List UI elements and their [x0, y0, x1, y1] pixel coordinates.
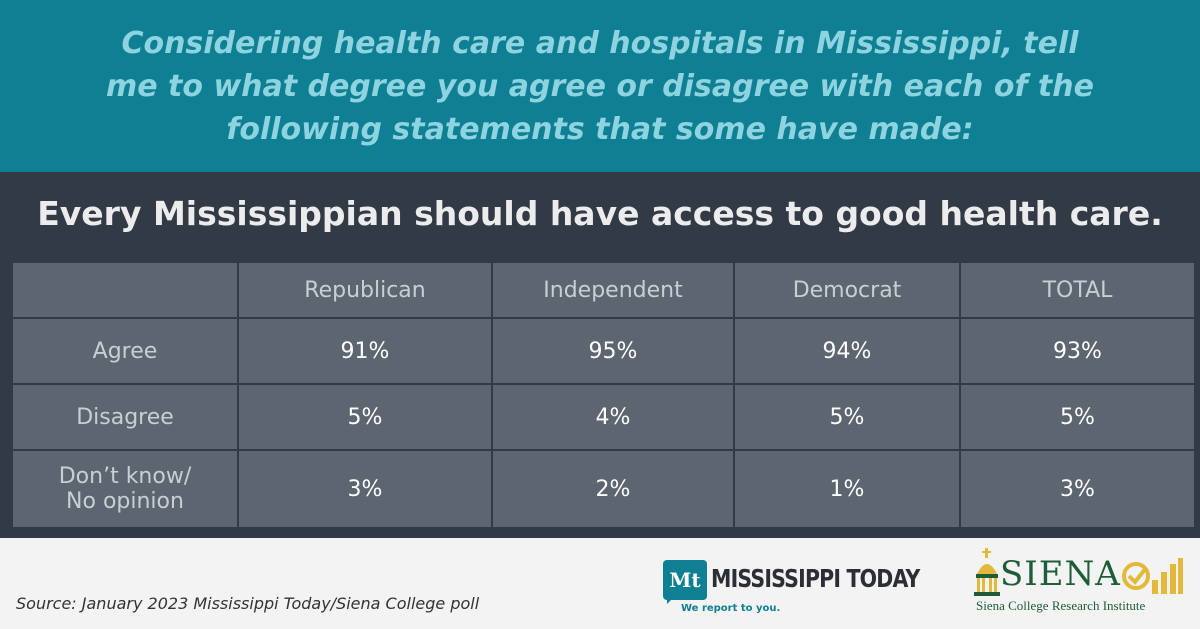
column-header: Independent	[493, 263, 733, 317]
statement-title: Every Mississippian should have access t…	[37, 194, 1163, 233]
results-table: Republican Independent Democrat TOTAL Ag…	[13, 263, 1194, 527]
results-panel: Every Mississippian should have access t…	[0, 172, 1200, 538]
mt-badge-text: Mt	[669, 568, 701, 592]
table-corner-cell	[13, 263, 237, 317]
table-cell: 4%	[493, 385, 733, 449]
table-cell: 2%	[493, 451, 733, 527]
source-note: Source: January 2023 Mississippi Today/S…	[16, 594, 480, 613]
siena-bar-chart-icon	[1122, 558, 1183, 594]
row-header: Don’t know/ No opinion	[13, 451, 237, 527]
table-cell: 3%	[239, 451, 491, 527]
table-cell: 95%	[493, 319, 733, 383]
row-label: Disagree	[76, 404, 174, 430]
row-label: Don’t know/ No opinion	[58, 464, 192, 514]
mt-badge-tail	[667, 596, 683, 604]
siena-logo: SIENA Siena College Research Institute	[972, 548, 1184, 620]
siena-logo-name: SIENA	[1000, 554, 1121, 594]
siena-logo-subtitle: Siena College Research Institute	[976, 598, 1146, 613]
table-cell: 1%	[735, 451, 959, 527]
question-header: Considering health care and hospitals in…	[0, 0, 1200, 172]
table-cell: 5%	[961, 385, 1194, 449]
mt-badge-icon: Mt	[663, 560, 707, 600]
column-header: TOTAL	[961, 263, 1194, 317]
siena-dome-icon	[974, 548, 1000, 596]
table-cell: 93%	[961, 319, 1194, 383]
row-label: Agree	[92, 338, 158, 364]
row-header: Disagree	[13, 385, 237, 449]
column-header: Democrat	[735, 263, 959, 317]
row-header: Agree	[13, 319, 237, 383]
mt-logo-name: MISSISSIPPI TODAY	[711, 564, 920, 593]
mt-logo-tagline: We report to you.	[681, 603, 781, 614]
table-cell: 3%	[961, 451, 1194, 527]
table-cell: 5%	[239, 385, 491, 449]
table-cell: 5%	[735, 385, 959, 449]
column-header: Republican	[239, 263, 491, 317]
table-cell: 94%	[735, 319, 959, 383]
table-cell: 91%	[239, 319, 491, 383]
footer: Source: January 2023 Mississippi Today/S…	[0, 538, 1200, 629]
mississippi-today-logo: Mt MISSISSIPPI TODAY We report to you.	[663, 560, 933, 616]
question-text: Considering health care and hospitals in…	[106, 25, 1094, 147]
